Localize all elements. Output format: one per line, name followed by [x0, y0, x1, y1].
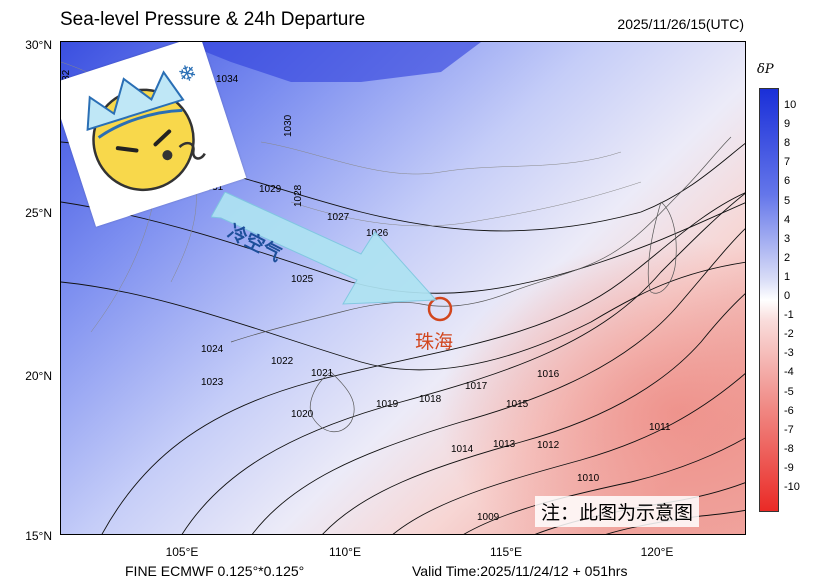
colorbar-tick-label: -10 — [784, 481, 800, 493]
model-label: FINE ECMWF 0.125°*0.125° — [125, 563, 305, 579]
colorbar-tick-label: -7 — [784, 423, 794, 436]
arrow-icon — [210, 191, 438, 305]
colorbar-gradient — [760, 89, 778, 511]
coastline — [230, 136, 732, 432]
colorbar-tick-label: 4 — [784, 213, 791, 226]
city-label: 珠海 — [415, 332, 454, 353]
colorbar-tick-label: -2 — [784, 328, 794, 341]
lon-label-115: 115°E — [490, 545, 522, 559]
isobar-label: 1026 — [366, 228, 389, 239]
colorbar-tick-label: 6 — [784, 175, 791, 188]
isobar-label: 1013 — [493, 439, 516, 450]
isobar-label: 1012 — [537, 440, 560, 451]
lat-label-15: 15°N — [25, 529, 52, 543]
colorbar-tick-label: 2 — [784, 251, 791, 264]
lat-label-30: 30°N — [25, 38, 52, 52]
colorbar — [759, 88, 779, 512]
isobar-label: 1019 — [376, 399, 399, 410]
colorbar-tick-label: 5 — [784, 194, 791, 207]
isobar-label: 1017 — [465, 381, 488, 392]
isobar-label: 1011 — [649, 422, 671, 433]
emoji-sticker: ❄ — [61, 42, 247, 227]
cold-emoji-icon: ❄ — [86, 60, 206, 192]
colorbar-tick-label: 7 — [784, 156, 791, 169]
high-anomaly-core — [181, 42, 481, 82]
isobar-label: 1010 — [577, 473, 600, 484]
colorbar-tick-label: 9 — [784, 118, 791, 131]
isobar-label: 1015 — [506, 399, 529, 410]
colorbar-tick-label: -1 — [784, 309, 794, 322]
isobar-label: 1014 — [451, 444, 474, 455]
colorbar-tick-label: 10 — [784, 99, 797, 111]
colorbar-tick-label: -9 — [784, 461, 794, 474]
cold-air-arrow: 冷空气 — [210, 191, 441, 312]
chart-title: Sea-level Pressure & 24h Departure — [60, 9, 366, 30]
isobar-label: 1024 — [201, 344, 224, 355]
colorbar-tick-label: 8 — [784, 137, 791, 150]
isobar-label: 1029 — [259, 184, 282, 195]
colorbar-tick-label: -3 — [784, 347, 794, 360]
isobars — [61, 141, 745, 534]
isobar-label: 1034 — [216, 74, 239, 85]
colorbar-tick-label: -6 — [784, 404, 794, 417]
isobar-label: 1022 — [271, 356, 294, 367]
disclaimer-note: 注：此图为示意图 — [535, 496, 700, 527]
chart-datetime: 2025/11/26/15(UTC) — [617, 16, 744, 32]
isobar-label: 1018 — [419, 394, 442, 405]
lat-label-25: 25°N — [25, 206, 52, 220]
colorbar-tick-label: -8 — [784, 442, 794, 455]
isobar-label: 1020 — [291, 409, 314, 420]
lon-label-105: 105°E — [165, 545, 199, 559]
isobar-label: 1016 — [537, 369, 560, 380]
colorbar-tick-label: 0 — [784, 290, 791, 302]
pressure-map: 1032 1034 1030 1031 1029 1028 1027 1026 … — [60, 41, 746, 535]
isobar-label: 1030 — [283, 114, 294, 137]
colorbar-title: δP — [757, 62, 774, 77]
valid-time-label: Valid Time:2025/11/24/12 + 051hrs — [412, 563, 628, 579]
svg-text:❄: ❄ — [175, 60, 200, 89]
colorbar-tick-label: 1 — [784, 270, 791, 283]
colorbar-tick-label: -4 — [784, 366, 794, 379]
isobar-label: 1009 — [477, 512, 500, 523]
colorbar-tick-label: -5 — [784, 385, 794, 398]
zhuhai-marker-icon — [427, 296, 453, 322]
isobar-label: 1023 — [201, 377, 224, 388]
isobar-label: 1025 — [291, 274, 314, 285]
lat-label-20: 20°N — [25, 369, 52, 383]
isobar-label: 1028 — [293, 184, 304, 207]
isobar-label: 1027 — [327, 212, 350, 223]
lon-label-120: 120°E — [640, 545, 674, 559]
colorbar-tick-label: 3 — [784, 232, 791, 245]
isobar-label: 1021 — [311, 368, 334, 379]
lon-label-110: 110°E — [329, 545, 361, 559]
